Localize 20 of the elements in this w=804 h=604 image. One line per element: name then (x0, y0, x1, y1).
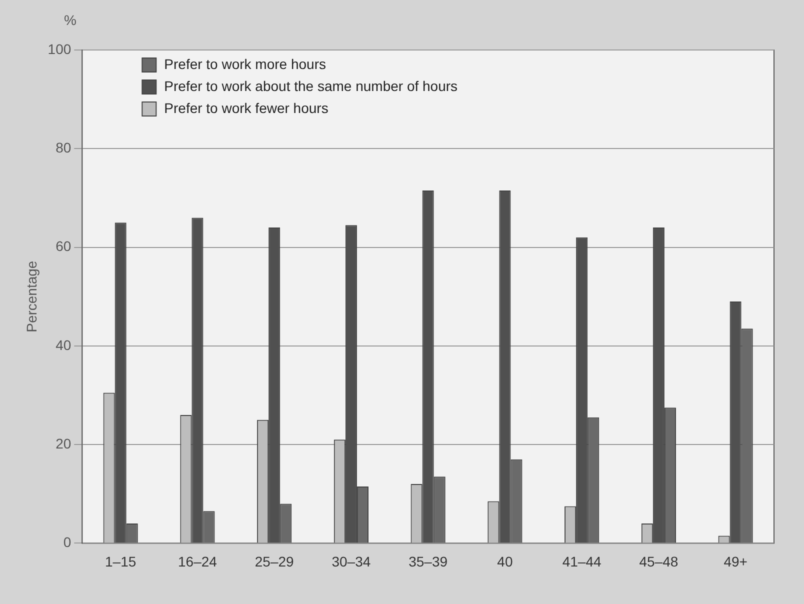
x-tick-label: 30–34 (332, 553, 371, 570)
x-tick-label: 40 (497, 553, 513, 570)
y-tick-label: 40 (56, 336, 72, 353)
text: % (64, 12, 76, 28)
y-axis-title: Percentage (23, 260, 40, 332)
y-tick-label: 20 (56, 435, 72, 452)
x-tick-label: 45–48 (639, 553, 678, 570)
y-tick-label: 60 (56, 238, 72, 254)
y-tick-label: 80 (56, 140, 72, 156)
x-tick-label: 1–15 (105, 553, 136, 570)
x-tick-label: 41–44 (562, 553, 602, 570)
x-tick-label: 35–39 (408, 553, 448, 570)
legend-label: Prefer to work about the same number of hours (164, 78, 458, 94)
y-tick-label: 100 (48, 40, 72, 57)
y-tick-label: 0 (63, 534, 72, 550)
legend-label: Prefer to work more hours (164, 56, 326, 72)
x-tick-label: 49+ (724, 553, 748, 570)
x-tick-label: 25–29 (254, 553, 294, 570)
legend-label: Prefer to work fewer hours (164, 100, 328, 116)
x-tick-label: 16–24 (178, 553, 218, 570)
